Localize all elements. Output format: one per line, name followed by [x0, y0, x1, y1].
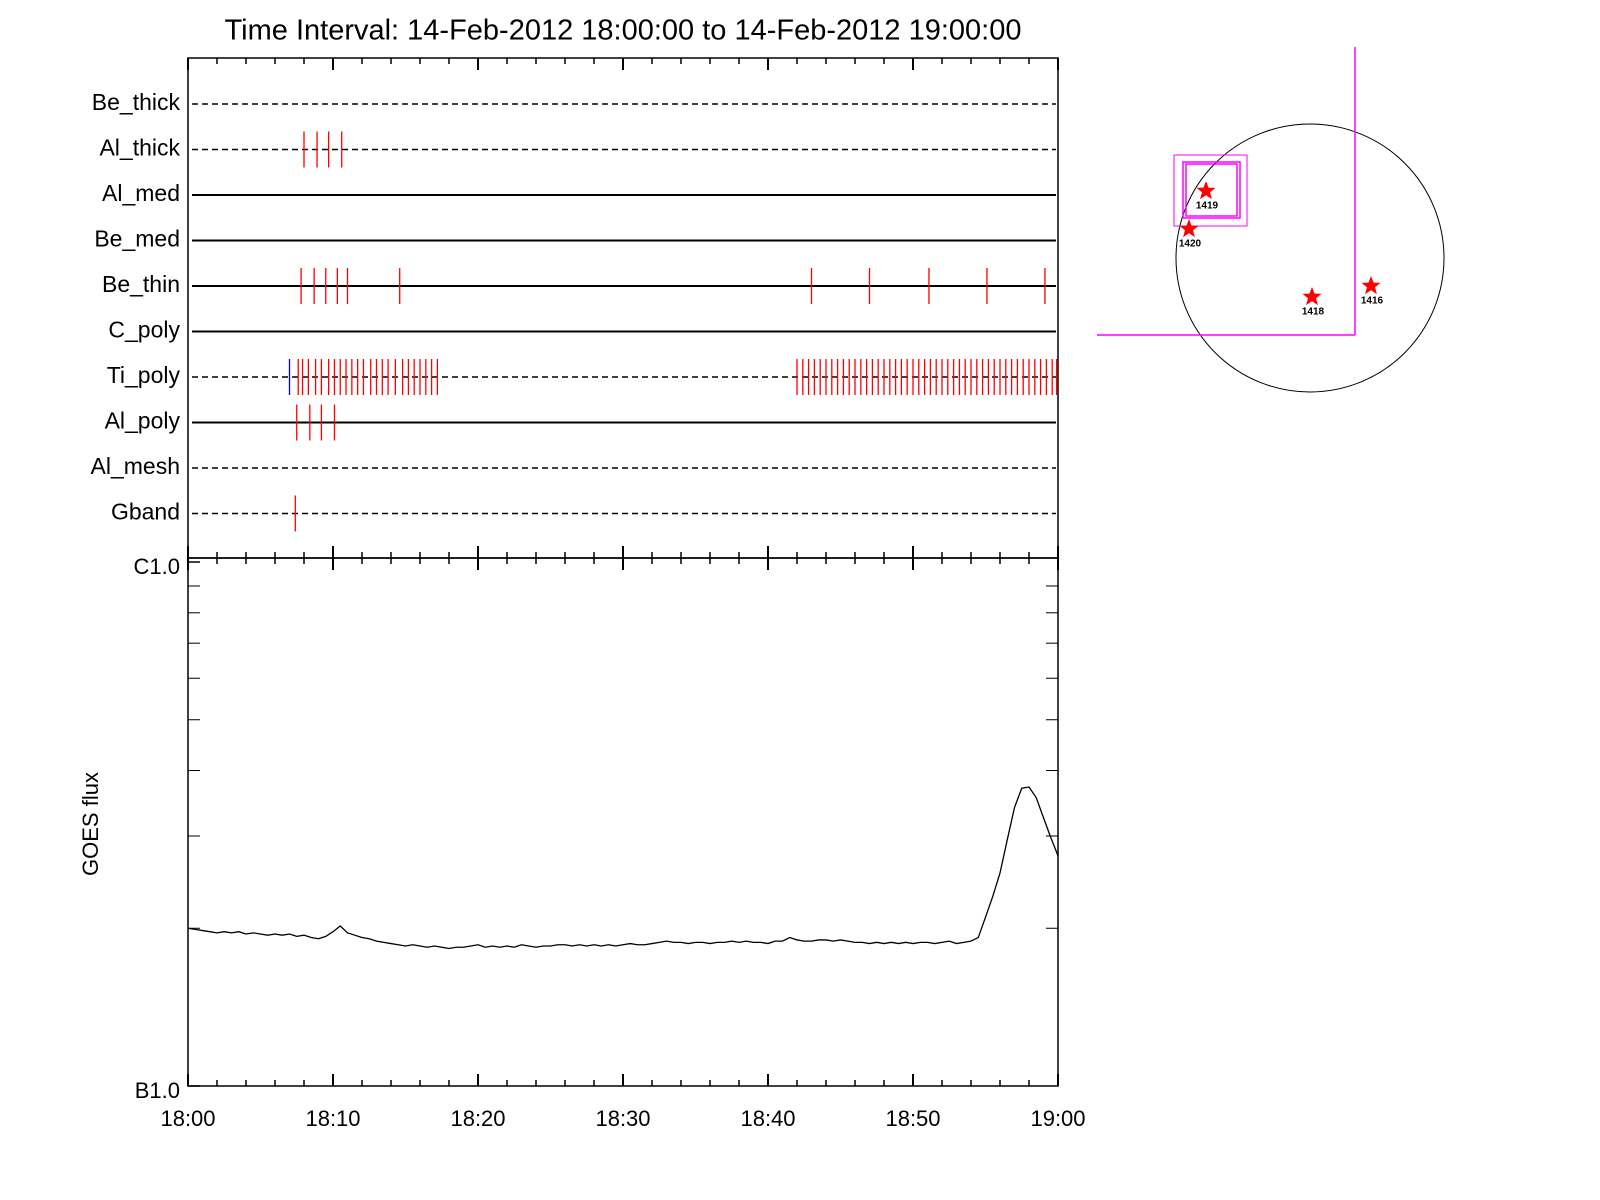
chart-title: Time Interval: 14-Feb-2012 18:00:00 to 1…: [225, 15, 1022, 47]
region-label: 1416: [1361, 296, 1384, 307]
row-label: Be_thin: [102, 271, 180, 297]
row-label: Be_thick: [92, 89, 181, 115]
region-marker: [1302, 287, 1322, 306]
row-label: Al_med: [102, 180, 180, 206]
row-label: Be_med: [94, 226, 180, 252]
fov-box: [1173, 154, 1248, 227]
region-label: 1419: [1196, 201, 1219, 212]
row-label: Al_thick: [99, 135, 180, 161]
x-tick-label: 18:50: [885, 1106, 940, 1131]
row-label: Gband: [111, 499, 180, 525]
x-tick-label: 18:20: [450, 1106, 505, 1131]
disk-map: [1097, 47, 1445, 393]
y-tick-label: B1.0: [135, 1078, 180, 1103]
row-label: Ti_poly: [107, 362, 181, 388]
region-marker: [1179, 219, 1199, 238]
panel-frame: [187, 557, 1059, 1087]
row-label: Al_mesh: [91, 453, 180, 479]
y-tick-label: C1.0: [134, 554, 180, 579]
x-tick-label: 18:00: [160, 1106, 215, 1131]
panel-frame: [187, 57, 1059, 559]
fov-box: [1182, 161, 1241, 219]
row-label: Al_poly: [105, 408, 181, 434]
region-label: 1418: [1302, 307, 1325, 318]
region-label: 1420: [1179, 239, 1202, 250]
x-tick-label: 18:40: [740, 1106, 795, 1131]
region-marker: [1361, 276, 1381, 295]
solar-limb: [1175, 123, 1445, 393]
x-tick-label: 19:00: [1030, 1106, 1085, 1131]
y-axis-label: GOES flux: [78, 772, 103, 876]
x-tick-label: 18:30: [595, 1106, 650, 1131]
x-tick-label: 18:10: [305, 1106, 360, 1131]
region-marker: [1196, 181, 1216, 200]
flux-line: [187, 786, 1059, 950]
fov-box: [1185, 163, 1238, 217]
row-label: C_poly: [108, 317, 180, 343]
